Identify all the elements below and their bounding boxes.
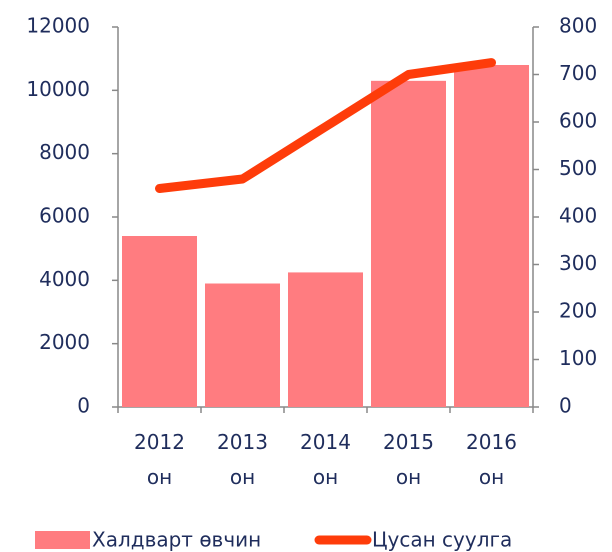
line	[155, 58, 496, 193]
bar	[371, 80, 446, 407]
y-tick-label: 0	[77, 394, 90, 418]
y-tick-label: 10000	[26, 77, 90, 101]
y2-tick-label: 200	[559, 299, 597, 323]
x-tick-label: 2012 он	[134, 430, 185, 489]
bar	[205, 283, 280, 407]
y2-tick-label: 500	[559, 156, 597, 180]
y2-tick-label: 0	[559, 394, 572, 418]
x-tick-label: 2016 он	[466, 430, 517, 489]
bar	[454, 65, 529, 407]
bar	[288, 272, 363, 407]
legend-swatch	[35, 531, 90, 549]
y2-tick-label: 600	[559, 109, 597, 133]
legend-label: Цусан суулга	[372, 528, 512, 552]
x-tick-label: 2015 он	[383, 430, 434, 489]
y-tick-label: 12000	[26, 14, 90, 38]
legend-label: Халдварт өвчин	[92, 528, 261, 552]
y-tick-label: 8000	[39, 140, 90, 164]
y-tick-label: 4000	[39, 267, 90, 291]
x-tick-label: 2013 он	[217, 430, 268, 489]
y2-tick-label: 800	[559, 14, 597, 38]
bar	[122, 236, 197, 407]
y2-tick-label: 300	[559, 251, 597, 275]
y-tick-label: 2000	[39, 330, 90, 354]
x-tick-label: 2014 он	[300, 430, 351, 489]
y2-tick-label: 100	[559, 346, 597, 370]
y2-tick-label: 700	[559, 61, 597, 85]
y2-tick-label: 400	[559, 204, 597, 228]
y-tick-label: 6000	[39, 204, 90, 228]
